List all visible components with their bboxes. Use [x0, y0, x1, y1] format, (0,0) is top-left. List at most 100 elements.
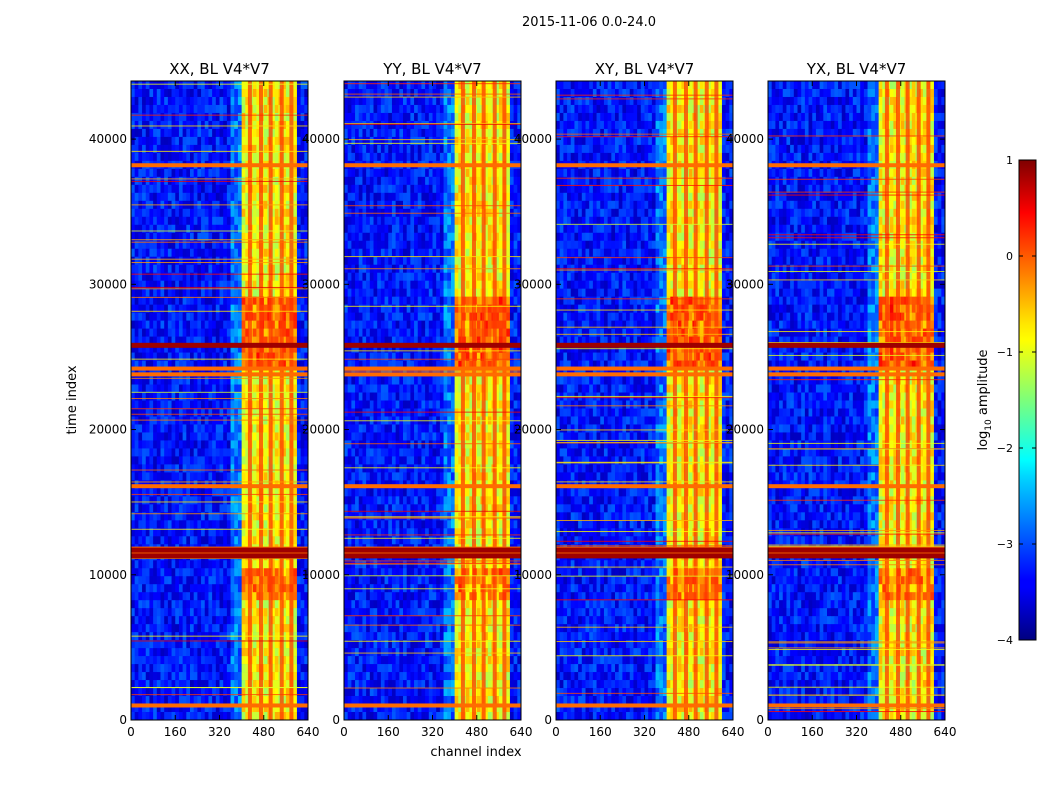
heatmap-cell: [296, 616, 301, 625]
heatmap-cell: [219, 312, 224, 321]
heatmap-cell: [145, 304, 150, 313]
heatmap-cell: [410, 224, 415, 234]
heatmap-cell: [226, 256, 231, 266]
heatmap-cell: [219, 152, 224, 162]
heatmap-cell: [193, 272, 198, 281]
heatmap-cell: [208, 400, 213, 409]
heatmap-cell: [134, 304, 139, 313]
heatmap-cell: [410, 136, 415, 146]
heatmap-cell: [193, 504, 198, 513]
heatmap-cell: [300, 264, 305, 273]
heatmap-cell: [223, 712, 228, 721]
heatmap-cell: [282, 512, 287, 521]
heatmap-cell: [498, 144, 503, 154]
heatmap-cell: [230, 576, 235, 585]
heatmap-cell: [204, 272, 209, 281]
heatmap-cell: [447, 192, 452, 202]
heatmap-cell: [513, 144, 518, 154]
heatmap-cell: [304, 152, 309, 162]
heatmap-cell: [197, 696, 202, 705]
heatmap-cell: [175, 88, 180, 98]
heatmap-cell: [145, 488, 150, 497]
heatmap-cell: [175, 256, 180, 266]
heatmap-cell: [142, 672, 147, 681]
heatmap-cell: [487, 96, 492, 106]
heatmap-cell: [506, 144, 511, 154]
heatmap-cell: [223, 512, 228, 521]
heatmap-cell: [406, 240, 411, 250]
heatmap-cell: [190, 352, 194, 361]
heatmap-cell: [215, 328, 220, 337]
heatmap-cell: [498, 96, 503, 106]
heatmap-cell: [230, 568, 235, 577]
heatmap-cell: [182, 424, 187, 433]
heatmap-cell: [142, 224, 147, 234]
heatmap-cell: [304, 400, 309, 409]
heatmap-cell: [212, 81, 217, 90]
heatmap-cell: [204, 152, 209, 162]
heatmap-cell: [178, 112, 183, 122]
heatmap-cell: [134, 576, 139, 585]
heatmap-cell: [186, 312, 191, 321]
heatmap-cell: [447, 104, 452, 114]
heatmap-cell: [182, 440, 187, 449]
heatmap-cell: [447, 240, 452, 250]
heatmap-cell: [212, 432, 217, 441]
heatmap-cell: [282, 232, 287, 242]
heatmap-cell: [406, 96, 411, 106]
heatmap-cell: [388, 168, 393, 178]
heatmap-cell: [230, 88, 235, 98]
heatmap-cell: [171, 256, 176, 266]
heatmap-cell: [223, 224, 228, 234]
heatmap-cell: [160, 384, 165, 393]
heatmap-cell: [271, 512, 276, 521]
heatmap-cell: [167, 528, 172, 537]
heatmap-cell: [226, 288, 231, 297]
heatmap-cell: [171, 400, 176, 409]
heatmap-cell: [153, 168, 158, 178]
heatmap-cell: [300, 448, 305, 457]
heatmap-cell: [230, 488, 235, 497]
heatmap-cell: [142, 152, 147, 162]
heatmap-cell: [156, 320, 161, 329]
heatmap-cell: [234, 104, 239, 114]
heatmap-cell: [219, 112, 224, 122]
heatmap-cell: [432, 96, 437, 106]
heatmap-cell: [215, 352, 220, 361]
heatmap-cell: [175, 264, 180, 273]
heatmap-cell: [234, 592, 239, 601]
heatmap-cell: [443, 144, 448, 154]
heatmap-cell: [190, 152, 194, 162]
heatmap-cell: [208, 600, 213, 609]
heatmap-cell: [498, 152, 503, 162]
heatmap-cell: [178, 536, 183, 545]
heatmap-cell: [513, 248, 518, 258]
heatmap-cell: [153, 120, 158, 130]
heatmap-cell: [178, 360, 183, 369]
heatmap-cell: [204, 472, 209, 481]
heatmap-cell: [153, 81, 158, 90]
heatmap-cell: [193, 128, 198, 138]
heatmap-cell: [167, 384, 172, 393]
heatmap-cell: [197, 592, 202, 601]
heatmap-cell: [153, 248, 158, 258]
heatmap-cell: [167, 104, 172, 114]
heatmap-cell: [304, 184, 309, 194]
heatmap-cell: [223, 488, 228, 497]
heatmap-cell: [197, 672, 202, 681]
heatmap-cell: [175, 376, 180, 385]
heatmap-cell: [219, 96, 224, 106]
heatmap-cell: [263, 608, 268, 617]
heatmap-cell: [304, 360, 309, 369]
heatmap-cell: [447, 128, 452, 138]
heatmap-cell: [149, 616, 154, 625]
heatmap-cell: [138, 408, 143, 417]
heatmap-cell: [241, 472, 246, 481]
heatmap-cell: [234, 248, 239, 258]
heatmap-cell: [212, 464, 217, 473]
heatmap-cell: [138, 448, 143, 457]
heatmap-cell: [436, 216, 441, 226]
heatmap-cell: [256, 184, 261, 194]
heatmap-cell: [421, 81, 426, 90]
heatmap-cell: [241, 520, 246, 529]
